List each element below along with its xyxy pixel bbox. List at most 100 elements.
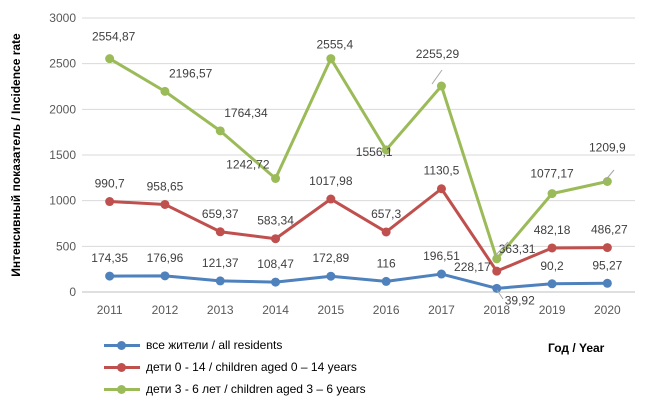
data-point	[547, 243, 557, 253]
y-axis-label: Интенсивный показатель / Incidence rate	[9, 33, 23, 277]
data-label: 1764,34	[224, 106, 268, 120]
data-label: 1556,1	[356, 145, 393, 159]
data-label: 228,17	[454, 260, 491, 274]
data-label: 486,27	[591, 223, 628, 237]
data-label: 657,3	[371, 207, 401, 221]
x-tick-label: 2019	[539, 303, 566, 317]
data-point	[160, 271, 170, 281]
legend-item-children-0-14: дети 0 - 14 / children aged 0 – 14 years	[104, 356, 366, 378]
gridlines	[82, 17, 635, 247]
y-tick-label: 1500	[49, 148, 76, 162]
legend-swatch-icon	[104, 360, 140, 374]
x-tick-label: 2012	[152, 303, 179, 317]
x-tick-label: 2013	[207, 303, 234, 317]
data-point	[381, 227, 391, 237]
data-labels: 174,35 176,96 121,37 108,47 172,89 116 196,51 3…	[91, 30, 628, 308]
data-point	[271, 277, 281, 287]
y-tick-label: 2000	[49, 102, 76, 116]
data-label: 482,18	[534, 223, 571, 237]
label-leader-line	[431, 69, 443, 85]
data-point	[492, 266, 502, 276]
data-point	[105, 54, 115, 64]
series-lines	[105, 54, 612, 293]
legend-marker-icon	[117, 385, 126, 394]
data-label: 1209,9	[589, 140, 626, 154]
data-label: 1077,17	[530, 167, 574, 181]
legend-swatch-icon	[104, 338, 140, 352]
data-point	[602, 243, 612, 253]
data-point	[547, 279, 557, 289]
y-tick-label: 3000	[49, 11, 76, 25]
data-label: 95,27	[592, 258, 622, 272]
data-point	[160, 86, 170, 96]
data-point	[436, 184, 446, 194]
legend-marker-icon	[117, 341, 126, 350]
data-point	[492, 254, 502, 264]
data-label: 108,47	[257, 257, 294, 271]
legend-swatch-icon	[104, 382, 140, 396]
data-label: 958,65	[147, 179, 184, 193]
data-label: 172,89	[312, 251, 349, 265]
series-line-1	[109, 272, 608, 290]
data-point	[602, 176, 612, 186]
series-line-2	[109, 187, 608, 273]
data-label: 2554,87	[92, 30, 136, 44]
legend-item-all-residents: все жители / all residents	[104, 334, 366, 356]
x-tick-label: 2011	[97, 303, 123, 317]
x-tick-label: 2015	[317, 303, 344, 317]
data-label: 659,37	[202, 207, 239, 221]
data-label: 176,96	[147, 251, 184, 265]
y-tick-label: 1000	[49, 194, 76, 208]
data-point	[326, 54, 336, 64]
data-label: 39,92	[505, 293, 535, 307]
series-line-3	[108, 57, 608, 261]
data-point	[215, 276, 225, 286]
data-label: 1017,98	[309, 174, 353, 188]
data-point	[602, 278, 612, 288]
data-point	[436, 81, 446, 91]
label-leader-line	[603, 169, 615, 183]
data-point	[326, 271, 336, 281]
y-tick-label: 500	[56, 239, 76, 253]
data-point	[271, 234, 281, 244]
y-tick-label: 0	[69, 285, 76, 299]
x-tick-label: 2018	[483, 303, 510, 317]
data-label: 1130,5	[424, 164, 460, 178]
legend-label: дети 3 - 6 лет / children aged 3 – 6 yea…	[146, 382, 366, 396]
x-axis-label: Год / Year	[548, 341, 605, 355]
data-point	[326, 194, 336, 204]
axes: 0 500 1000 1500 2000 2500 3000 2011 2012 2013 2014…	[49, 11, 635, 317]
data-label: 583,34	[257, 214, 294, 228]
data-point	[547, 189, 557, 199]
data-point	[492, 283, 502, 293]
data-label: 174,35	[91, 251, 128, 265]
x-tick-label: 2016	[373, 303, 400, 317]
data-label: 2255,29	[416, 47, 460, 61]
legend-marker-icon	[117, 363, 126, 372]
label-leader-line	[496, 289, 504, 300]
data-label: 121,37	[202, 256, 239, 270]
data-point	[215, 227, 225, 237]
x-tick-label: 2017	[428, 303, 455, 317]
legend: все жители / all residents дети 0 - 14 /…	[104, 334, 366, 400]
y-tick-label: 2500	[49, 57, 76, 71]
legend-label: дети 0 - 14 / children aged 0 – 14 years	[146, 360, 357, 374]
data-point	[436, 269, 446, 279]
data-label: 363,31	[499, 242, 536, 256]
data-point	[271, 173, 281, 183]
data-point	[215, 126, 225, 136]
legend-item-children-3-6: дети 3 - 6 лет / children aged 3 – 6 yea…	[104, 378, 366, 400]
data-label: 2555,4	[316, 38, 353, 52]
data-label: 90,2	[540, 259, 564, 273]
data-label: 1242,72	[226, 157, 270, 171]
data-label: 2196,57	[169, 66, 213, 80]
data-point	[105, 271, 115, 281]
data-point	[381, 276, 391, 286]
legend-label: все жители / all residents	[146, 338, 283, 352]
x-tick-label: 2014	[262, 303, 289, 317]
data-label: 116	[377, 256, 396, 270]
data-point	[381, 145, 391, 155]
data-point	[105, 197, 115, 207]
x-tick-label: 2020	[594, 303, 621, 317]
